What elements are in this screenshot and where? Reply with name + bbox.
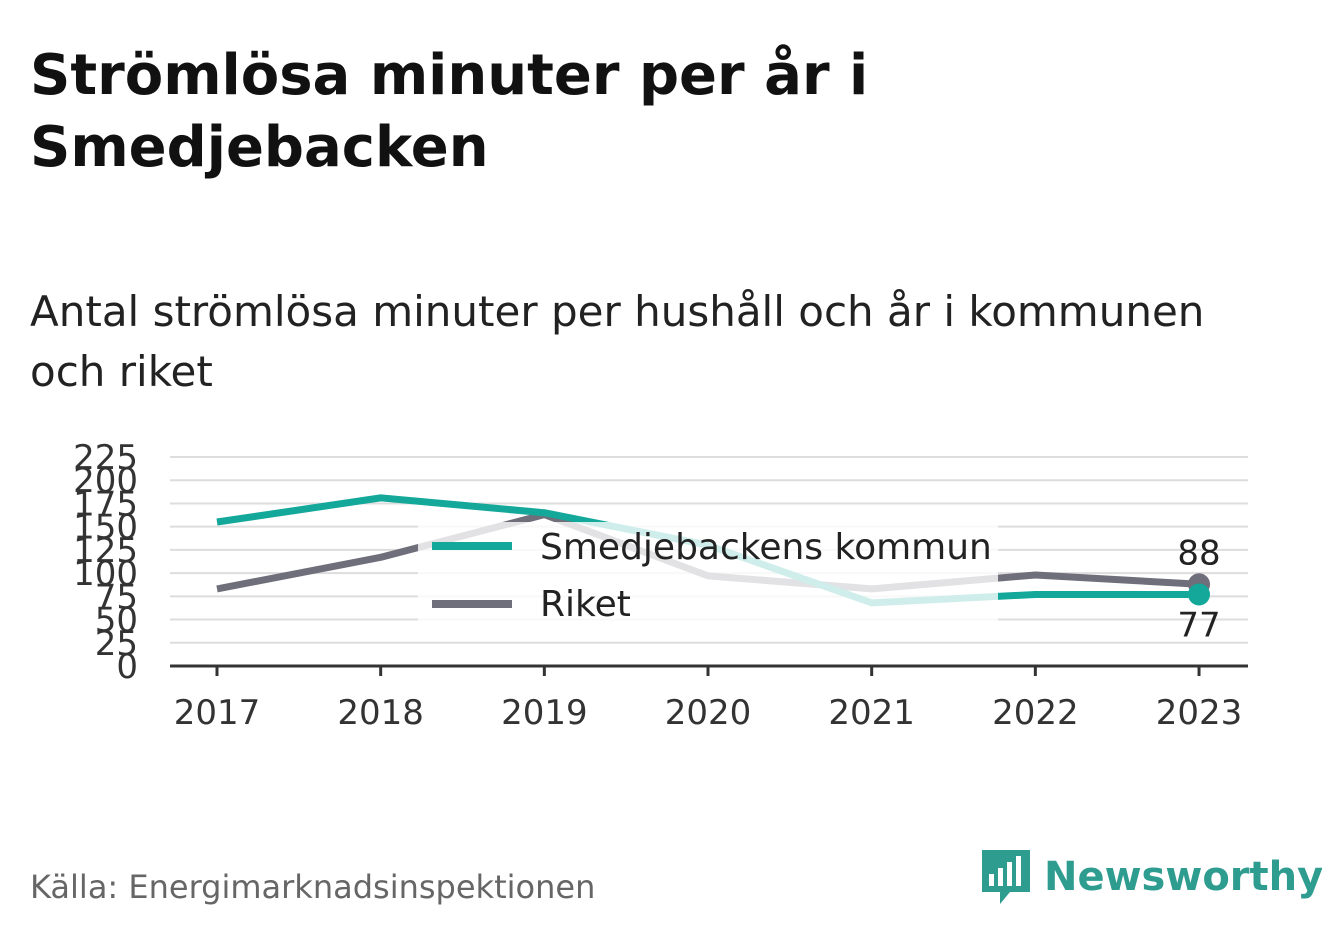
x-tick-label: 2020 xyxy=(665,693,752,733)
legend: Smedjebackens kommun Riket xyxy=(418,522,998,625)
end-labels: 88 77 xyxy=(1177,533,1220,645)
y-tick-label: 225 xyxy=(73,438,138,478)
x-tick-label: 2017 xyxy=(174,693,261,733)
x-axis-ticks: 2017 2018 2019 2020 2021 2022 2023 xyxy=(174,666,1243,733)
newsworthy-logo-icon xyxy=(982,850,1030,904)
chart-title: Strömlösa minuter per år i Smedjebacken xyxy=(30,43,869,180)
end-label-riket: 88 xyxy=(1177,533,1220,573)
y-tick-label: 50 xyxy=(95,601,138,641)
x-tick-label: 2023 xyxy=(1156,693,1243,733)
y-tick-label: 25 xyxy=(95,624,138,664)
x-tick-label: 2019 xyxy=(501,693,588,733)
y-tick-label: 175 xyxy=(73,484,138,524)
y-tick-label: 0 xyxy=(116,647,138,687)
y-tick-label: 100 xyxy=(73,554,138,594)
y-tick-label: 75 xyxy=(95,577,138,617)
brand: Newsworthy xyxy=(980,848,1322,906)
y-tick-label: 150 xyxy=(73,508,138,548)
legend-label-riket: Riket xyxy=(540,584,631,625)
y-tick-label: 200 xyxy=(73,461,138,501)
y-tick-label: 125 xyxy=(73,531,138,571)
source-note: Källa: Energimarknadsinspektionen xyxy=(30,868,596,906)
legend-label-kommun: Smedjebackens kommun xyxy=(540,527,992,568)
legend-background xyxy=(418,522,998,624)
brand-name: Newsworthy xyxy=(1044,854,1322,900)
end-point-kommun xyxy=(1188,583,1211,606)
x-tick-label: 2022 xyxy=(992,693,1079,733)
x-tick-label: 2021 xyxy=(828,693,915,733)
end-label-kommun: 77 xyxy=(1177,605,1220,645)
x-tick-label: 2018 xyxy=(337,693,424,733)
chart-subtitle: Antal strömlösa minuter per hushåll och … xyxy=(30,287,1205,396)
